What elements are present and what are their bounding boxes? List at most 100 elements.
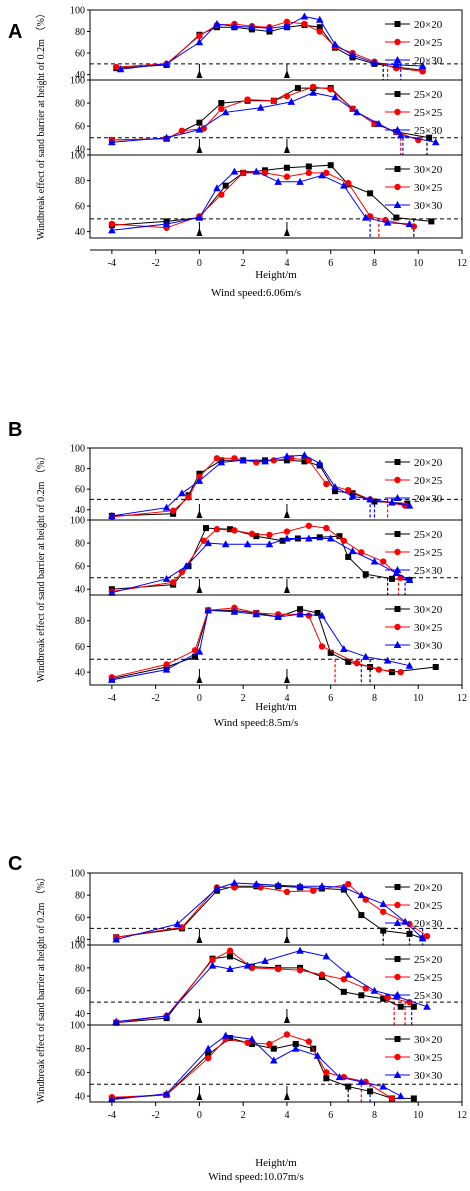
data-point — [218, 105, 225, 113]
data-point — [335, 1073, 344, 1081]
data-point — [196, 473, 203, 480]
data-point — [239, 169, 247, 177]
barrier-marker — [283, 935, 290, 943]
barrier-marker — [196, 510, 203, 518]
legend-entry: 20×30 — [414, 918, 443, 930]
legend-entry: 30×30 — [414, 1070, 443, 1082]
data-point — [384, 994, 391, 1001]
x-tick-label: -4 — [108, 693, 116, 704]
data-point — [227, 953, 234, 960]
data-point — [283, 534, 291, 542]
data-point — [195, 647, 204, 655]
data-point — [108, 511, 116, 519]
data-point — [305, 522, 313, 529]
data-point — [305, 163, 312, 170]
x-tick-label: 10 — [413, 258, 423, 269]
barrier-marker — [196, 935, 203, 943]
legend-marker — [393, 494, 402, 501]
data-point — [274, 881, 282, 889]
y-tick-label: 80 — [75, 464, 85, 475]
legend-entry: 30×30 — [414, 200, 443, 212]
series-line-2 — [111, 1033, 393, 1099]
data-point — [410, 223, 418, 230]
data-point — [340, 988, 347, 995]
data-point — [428, 218, 435, 225]
data-point — [185, 494, 192, 501]
data-point — [283, 164, 290, 171]
legend-marker — [394, 1053, 401, 1061]
data-point — [283, 457, 290, 464]
legend-marker — [394, 956, 401, 962]
y-tick-label: 40 — [75, 668, 85, 679]
y-tick-label: 100 — [70, 869, 85, 880]
data-point — [367, 190, 374, 197]
y-axis-label: Windbreak effect of sand barrier at heig… — [35, 872, 47, 1104]
data-point — [345, 880, 352, 888]
data-point — [362, 571, 369, 578]
legend-marker — [394, 973, 401, 981]
data-point — [222, 182, 229, 189]
data-point — [331, 93, 339, 101]
subplot-1: 40 60 80 100 20×20 20×25 20×30 — [70, 869, 463, 946]
data-point — [162, 1011, 171, 1019]
data-point — [323, 1075, 330, 1082]
series-line-3 — [111, 1035, 401, 1101]
data-point — [266, 531, 273, 539]
data-point — [279, 537, 286, 544]
barrier-marker — [196, 228, 203, 236]
data-point — [253, 459, 260, 466]
barrier-marker — [196, 585, 203, 593]
data-point — [380, 908, 387, 915]
data-point — [261, 457, 269, 465]
data-point — [162, 503, 171, 511]
data-point — [265, 24, 274, 32]
legend-marker — [394, 91, 401, 97]
data-point — [283, 173, 291, 180]
data-point — [296, 966, 304, 974]
data-point — [323, 169, 330, 177]
data-point — [196, 32, 203, 40]
data-point — [301, 458, 308, 465]
data-point — [283, 888, 291, 896]
data-point — [205, 1051, 212, 1058]
barrier-marker — [196, 70, 203, 78]
data-point — [370, 986, 379, 994]
data-point — [358, 549, 365, 556]
data-point — [336, 533, 343, 540]
data-point — [415, 136, 422, 144]
data-point — [283, 18, 291, 26]
data-point — [283, 528, 291, 535]
subplot-frame — [89, 154, 463, 239]
data-point — [243, 961, 252, 969]
subplot-1: 40 60 80 100 20×20 20×25 20×30 — [70, 444, 463, 521]
y-axis-label: Windbreak effect of sand barrier at heig… — [35, 451, 47, 683]
legend-entry: 25×25 — [414, 107, 443, 119]
data-point — [162, 219, 171, 227]
legend-marker — [394, 38, 401, 46]
subplot-3: 40 60 80 100 30×20 30×25 30×30 — [70, 151, 463, 239]
data-point — [213, 184, 221, 192]
barrier-marker — [283, 510, 290, 518]
data-point — [227, 526, 234, 533]
data-point — [178, 489, 186, 497]
data-point — [309, 88, 317, 96]
data-point — [217, 458, 226, 466]
chart-panel-b: B Windbreak effect of sand barrier at hei… — [8, 419, 467, 729]
legend-marker — [393, 566, 402, 573]
data-point — [116, 65, 125, 73]
data-point — [266, 1040, 273, 1048]
data-point — [296, 177, 304, 185]
data-point — [113, 63, 120, 71]
data-point — [204, 539, 212, 547]
subplot-frame — [89, 944, 463, 1026]
legend-entry: 30×20 — [414, 604, 443, 616]
legend-marker — [393, 641, 402, 648]
data-point — [292, 1040, 299, 1047]
y-tick-label: 40 — [75, 935, 85, 946]
panel-label: B — [8, 419, 22, 441]
data-point — [288, 455, 295, 462]
data-point — [380, 927, 387, 934]
data-point — [327, 162, 334, 169]
data-point — [305, 612, 313, 619]
y-tick-label: 60 — [75, 485, 85, 496]
